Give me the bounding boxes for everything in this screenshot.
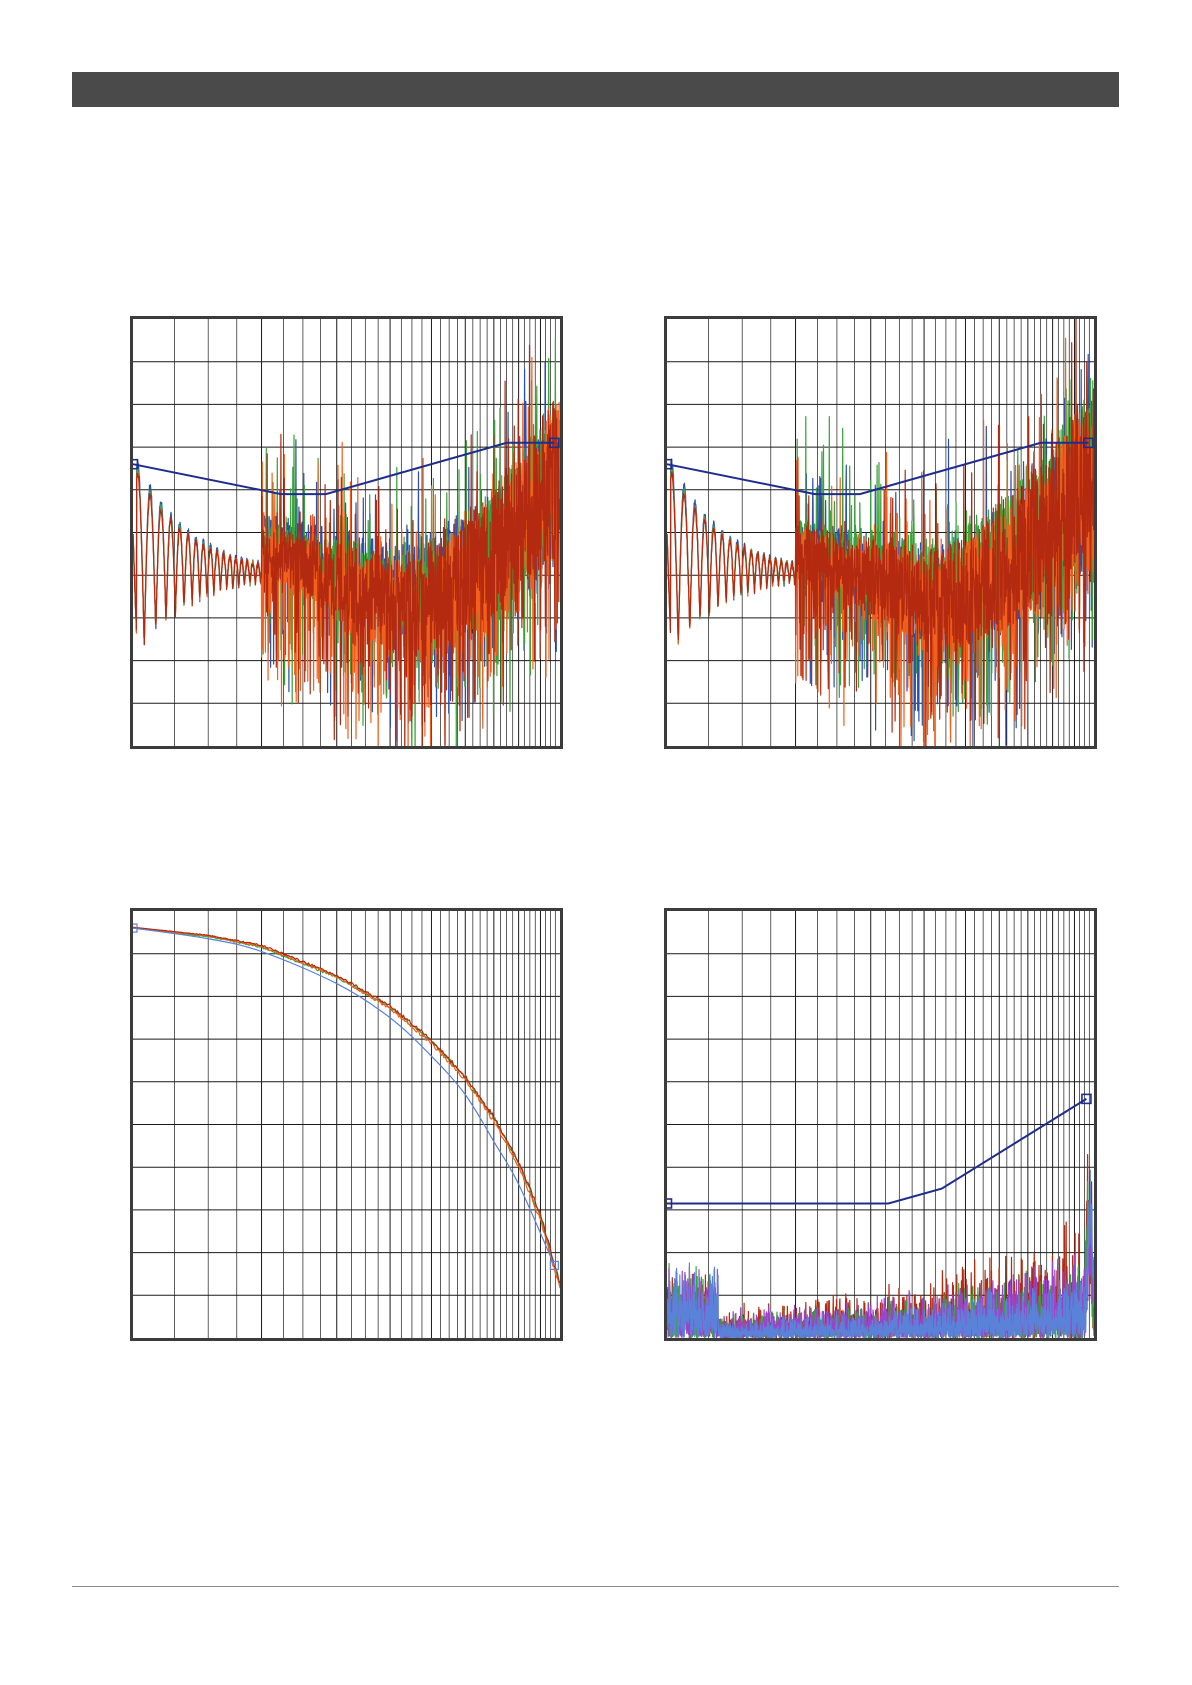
grid (667, 911, 1094, 1338)
plot-frame (130, 316, 563, 749)
limit-marker (549, 437, 560, 449)
footer-rule (72, 1586, 1119, 1587)
chart-top-left (130, 316, 563, 749)
chart-bottom-left (130, 908, 563, 1341)
series-line-red (133, 926, 560, 1284)
chart-bottom-right-svg (664, 908, 1097, 1341)
series-line-orange (133, 927, 560, 1289)
series-group (667, 319, 1094, 746)
chart-bottom-right (664, 908, 1097, 1341)
series-line-red (667, 319, 1094, 746)
series-line-light_blue (667, 1169, 1094, 1338)
chart-bottom-left-svg (130, 908, 563, 1341)
reference-curve (132, 927, 555, 1266)
series-group (133, 926, 560, 1289)
plot-frame (130, 908, 563, 1341)
limit-line (667, 1098, 1087, 1205)
header-bar (72, 72, 1119, 107)
grid (133, 911, 560, 1338)
chart-top-left-svg (130, 316, 563, 749)
limit-marker (1083, 437, 1094, 449)
chart-top-right-svg (664, 316, 1097, 749)
limit-line (132, 441, 555, 496)
series-line-red (133, 344, 560, 746)
limit-marker (1081, 1093, 1092, 1105)
series-group (667, 1154, 1094, 1338)
series-group (133, 337, 560, 746)
reference-marker (549, 1260, 559, 1271)
plot-frame (664, 908, 1097, 1341)
chart-top-right (664, 316, 1097, 749)
plot-frame (664, 316, 1097, 749)
limit-line (666, 441, 1089, 496)
